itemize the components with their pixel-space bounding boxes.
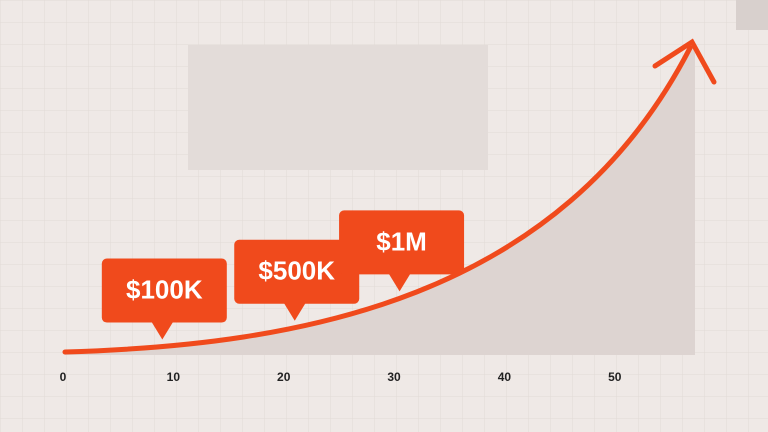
x-tick-label: 0 — [60, 370, 67, 384]
corner-patch — [736, 0, 768, 30]
x-tick-label: 30 — [387, 370, 401, 384]
x-tick-label: 20 — [277, 370, 291, 384]
marks: 0 10 20 30 40 50 $100K $500K $1M — [60, 210, 622, 384]
callout-label: $1M — [376, 226, 427, 256]
callout-pointer — [151, 321, 174, 340]
callout-box — [339, 210, 465, 275]
x-tick-label: 10 — [167, 370, 181, 384]
paper-patch — [188, 45, 488, 170]
growth-curve — [62, 45, 693, 355]
callout-pointer — [283, 302, 306, 321]
area-shade — [65, 48, 695, 355]
callout-box — [234, 239, 360, 304]
callout-box — [101, 258, 227, 323]
x-tick-label: 40 — [498, 370, 512, 384]
callout-pointer — [388, 273, 411, 292]
x-tick-label: 50 — [608, 370, 622, 384]
callout-label: $500K — [258, 256, 335, 286]
arrow-head — [652, 38, 717, 85]
callout-label: $100K — [126, 274, 203, 304]
